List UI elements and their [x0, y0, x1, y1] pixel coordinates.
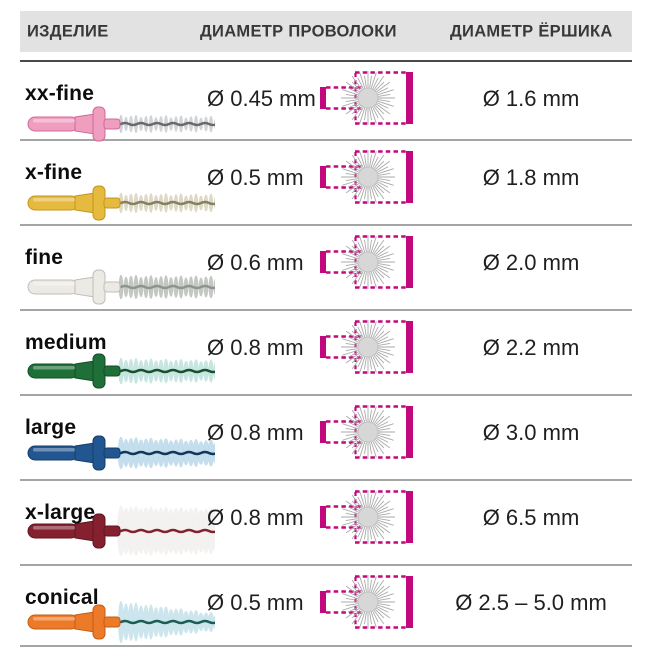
brush-illustration	[27, 269, 215, 305]
product-name: fine	[25, 246, 64, 269]
header-brush-diameter: ДИАМЕТР ЁРШИКА	[450, 22, 613, 40]
brush-illustration	[27, 600, 215, 644]
product-table: xx-fine Ø 0.45 mm Ø 1.6 mm x-fine Ø 0.5 …	[20, 62, 632, 647]
brush-illustration	[27, 185, 215, 221]
wire-diameter-value: Ø 0.5 mm	[207, 590, 304, 615]
brush-diameter-value: Ø 1.8 mm	[482, 165, 580, 190]
wire-diameter-value: Ø 0.45 mm	[207, 86, 316, 111]
brush-diameter-value: Ø 1.6 mm	[482, 86, 580, 111]
header-product: ИЗДЕЛИЕ	[27, 22, 109, 40]
product-name: x-large	[25, 501, 96, 524]
brush-diameter-value: Ø 6.5 mm	[482, 505, 580, 530]
brush-illustration	[27, 106, 215, 142]
product-name: conical	[25, 586, 99, 609]
wire-diameter-value: Ø 0.8 mm	[207, 335, 304, 360]
brush-cross-section-diagram	[320, 405, 413, 459]
wire-diameter-value: Ø 0.5 mm	[207, 165, 304, 190]
wire-diameter-value: Ø 0.6 mm	[207, 250, 304, 275]
brush-cross-section-diagram	[320, 575, 413, 629]
table-header: ИЗДЕЛИЕ ДИАМЕТР ПРОВОЛОКИ ДИАМЕТР ЁРШИКА	[20, 11, 632, 52]
brush-illustration	[27, 353, 215, 389]
brush-diameter-value: Ø 2.2 mm	[482, 335, 580, 360]
brush-cross-section-diagram	[320, 320, 413, 374]
brush-illustration	[27, 435, 215, 471]
brush-cross-section-diagram	[320, 150, 413, 204]
wire-diameter-value: Ø 0.8 mm	[207, 505, 304, 530]
product-name: x-fine	[25, 161, 83, 184]
table-row: large Ø 0.8 mm Ø 3.0 mm	[20, 396, 632, 481]
table-row: fine Ø 0.6 mm Ø 2.0 mm	[20, 226, 632, 311]
brush-diameter-value: Ø 2.0 mm	[482, 250, 580, 275]
brush-cross-section-diagram	[320, 235, 413, 289]
table-row: x-fine Ø 0.5 mm Ø 1.8 mm	[20, 141, 632, 226]
table-row: x-large Ø 0.8 mm Ø 6.5 mm	[20, 481, 632, 566]
product-name: medium	[25, 331, 107, 354]
brush-illustration	[27, 505, 215, 557]
brush-diameter-value: Ø 2.5 – 5.0 mm	[455, 590, 607, 615]
table-row: medium Ø 0.8 mm Ø 2.2 mm	[20, 311, 632, 396]
brush-cross-section-diagram	[320, 490, 413, 544]
brush-diameter-value: Ø 3.0 mm	[482, 420, 580, 445]
header-wire-diameter: ДИАМЕТР ПРОВОЛОКИ	[200, 22, 397, 40]
table-row: xx-fine Ø 0.45 mm Ø 1.6 mm	[20, 62, 632, 142]
table-row: conical Ø 0.5 mm Ø 2.5 – 5.0 mm	[20, 566, 632, 647]
product-name: large	[25, 416, 77, 439]
wire-diameter-value: Ø 0.8 mm	[207, 420, 304, 445]
product-name: xx-fine	[25, 82, 95, 105]
header-divider	[20, 60, 632, 62]
brush-cross-section-diagram	[320, 71, 413, 125]
